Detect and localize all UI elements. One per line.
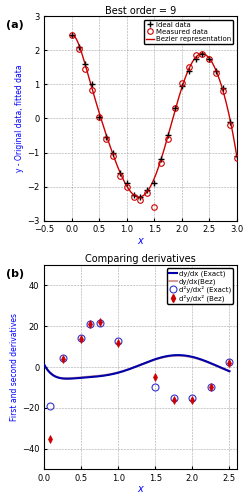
X-axis label: x: x (138, 484, 143, 494)
Legend: Ideal data, Measured data, Bezier representation: Ideal data, Measured data, Bezier repres… (143, 20, 233, 44)
Text: (a): (a) (6, 20, 23, 30)
Y-axis label: y - Original data, fitted data: y - Original data, fitted data (15, 64, 24, 172)
Title: Best order = 9: Best order = 9 (105, 6, 176, 16)
X-axis label: x: x (138, 236, 143, 246)
Y-axis label: First and second derivatives: First and second derivatives (10, 313, 19, 421)
Title: Comparing derivatives: Comparing derivatives (85, 254, 196, 264)
Legend: dy/dx (Exact), dy/dx(Bez), d²y/dx² (Exact), d²y/dx² (Bez): dy/dx (Exact), dy/dx(Bez), d²y/dx² (Exac… (167, 268, 233, 304)
Text: (b): (b) (6, 269, 24, 279)
